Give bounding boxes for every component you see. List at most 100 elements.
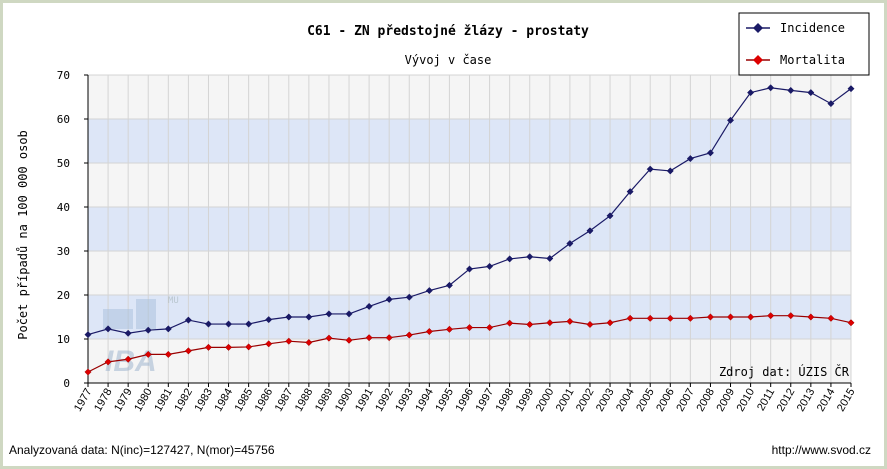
data-point-incidence bbox=[224, 320, 233, 328]
data-point-mortalita bbox=[104, 358, 112, 366]
data-point-incidence bbox=[285, 313, 293, 321]
data-point-mortalita bbox=[747, 313, 755, 321]
x-axis-ticks: 1977197819791980198119821983198419851986… bbox=[72, 383, 858, 414]
legend-label-mortalita: Mortalita bbox=[780, 53, 845, 67]
x-tick-label: 2003 bbox=[594, 387, 617, 414]
x-tick-label: 2015 bbox=[835, 387, 858, 414]
x-tick-label: 1993 bbox=[393, 387, 416, 414]
x-tick-label: 2002 bbox=[574, 387, 597, 414]
y-tick-label: 40 bbox=[57, 201, 70, 214]
data-point-mortalita bbox=[204, 343, 213, 351]
data-point-mortalita bbox=[586, 320, 594, 329]
data-point-mortalita bbox=[385, 334, 393, 342]
y-axis-label: Počet případů na 100 000 osob bbox=[16, 130, 30, 340]
legend: Incidence Mortalita bbox=[738, 12, 870, 76]
data-point-incidence bbox=[486, 262, 494, 270]
data-point-incidence bbox=[646, 165, 654, 173]
data-point-incidence bbox=[465, 265, 474, 273]
data-point-incidence bbox=[626, 188, 634, 196]
x-tick-label: 2007 bbox=[674, 387, 697, 414]
x-tick-label: 2001 bbox=[554, 387, 577, 414]
data-point-incidence bbox=[405, 293, 413, 301]
data-point-mortalita bbox=[84, 368, 92, 376]
data-point-incidence bbox=[385, 295, 393, 303]
x-tick-label: 2008 bbox=[694, 387, 717, 414]
x-tick-label: 2000 bbox=[534, 387, 557, 414]
data-point-mortalita bbox=[224, 343, 233, 351]
y-tick-label: 60 bbox=[57, 113, 70, 126]
data-point-incidence bbox=[124, 329, 132, 337]
legend-label-incidence: Incidence bbox=[780, 21, 845, 35]
x-tick-label: 1985 bbox=[233, 387, 256, 414]
x-tick-label: 2013 bbox=[795, 387, 818, 414]
data-point-mortalita bbox=[465, 324, 474, 332]
data-point-mortalita bbox=[807, 313, 815, 321]
chart-title: C61 - ZN předstojné žlázy - prostaty bbox=[307, 24, 589, 39]
data-point-mortalita bbox=[144, 350, 152, 358]
data-point-mortalita bbox=[425, 327, 433, 336]
data-point-mortalita bbox=[546, 319, 554, 327]
x-tick-label: 1992 bbox=[373, 387, 396, 414]
footer-analyzed-data: Analyzovaná data: N(inc)=127427, N(mor)=… bbox=[9, 443, 275, 457]
data-point-incidence bbox=[365, 302, 373, 310]
data-point-incidence bbox=[767, 84, 775, 92]
data-point-incidence bbox=[204, 320, 213, 328]
x-tick-label: 1986 bbox=[253, 387, 276, 414]
data-point-mortalita bbox=[245, 343, 253, 351]
x-tick-label: 1977 bbox=[72, 387, 95, 414]
x-tick-label: 2006 bbox=[654, 387, 677, 414]
series-markers bbox=[84, 84, 855, 376]
diamond-marker-icon bbox=[753, 55, 763, 65]
legend-item-incidence: Incidence bbox=[746, 21, 845, 35]
data-point-mortalita bbox=[345, 336, 353, 344]
data-point-mortalita bbox=[124, 355, 132, 363]
data-point-incidence bbox=[807, 89, 815, 97]
data-point-incidence bbox=[144, 326, 152, 334]
x-tick-label: 2011 bbox=[755, 387, 777, 413]
data-point-incidence bbox=[847, 85, 855, 93]
data-point-mortalita bbox=[526, 320, 534, 329]
data-point-mortalita bbox=[566, 317, 574, 325]
data-point-incidence bbox=[566, 239, 574, 248]
data-point-mortalita bbox=[164, 350, 172, 358]
data-point-mortalita bbox=[606, 319, 614, 327]
data-point-incidence bbox=[706, 149, 715, 157]
x-tick-label: 2012 bbox=[775, 387, 798, 414]
data-point-mortalita bbox=[445, 325, 453, 333]
y-tick-label: 50 bbox=[57, 157, 70, 170]
x-tick-label: 2010 bbox=[735, 387, 758, 414]
source-annotation: Zdroj dat: ÚZIS ČR bbox=[719, 364, 850, 379]
x-tick-label: 1983 bbox=[192, 387, 215, 414]
data-point-incidence bbox=[546, 254, 554, 263]
legend-item-mortalita: Mortalita bbox=[746, 53, 845, 67]
x-tick-label: 1987 bbox=[273, 387, 296, 414]
data-point-incidence bbox=[526, 253, 534, 261]
data-point-mortalita bbox=[405, 331, 413, 339]
data-point-mortalita bbox=[847, 319, 855, 327]
data-point-mortalita bbox=[265, 340, 273, 348]
y-tick-label: 30 bbox=[57, 245, 70, 258]
x-tick-label: 1997 bbox=[474, 387, 497, 414]
x-tick-label: 1981 bbox=[152, 387, 175, 414]
data-point-mortalita bbox=[486, 324, 494, 332]
data-point-incidence bbox=[666, 167, 674, 175]
x-tick-label: 1980 bbox=[132, 387, 155, 414]
footer-url[interactable]: http://www.svod.cz bbox=[772, 443, 871, 457]
x-tick-label: 1978 bbox=[92, 387, 115, 414]
x-tick-label: 1994 bbox=[413, 387, 436, 414]
data-point-incidence bbox=[787, 86, 795, 94]
data-point-incidence bbox=[686, 155, 694, 163]
y-tick-label: 0 bbox=[63, 377, 70, 390]
data-point-incidence bbox=[345, 310, 353, 318]
data-point-incidence bbox=[325, 310, 333, 318]
x-tick-label: 2014 bbox=[815, 387, 838, 414]
data-point-incidence bbox=[586, 227, 594, 235]
data-point-incidence bbox=[84, 331, 92, 339]
x-tick-label: 1988 bbox=[293, 387, 316, 414]
data-point-incidence bbox=[164, 325, 172, 333]
x-tick-label: 1989 bbox=[313, 387, 336, 414]
data-point-mortalita bbox=[626, 314, 634, 322]
data-point-mortalita bbox=[325, 334, 333, 342]
data-point-incidence bbox=[305, 313, 313, 321]
